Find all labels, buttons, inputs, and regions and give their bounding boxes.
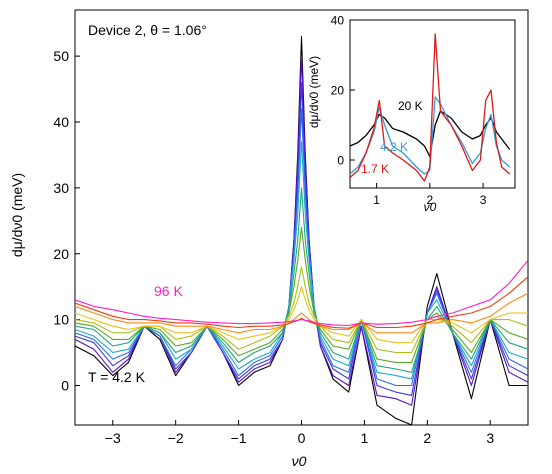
- inset-x-axis-label: ν0: [424, 200, 437, 214]
- inset-series-label-4k: 4.2 K: [380, 140, 408, 154]
- main-series-line-10: [74, 276, 529, 329]
- inset-series-line-1: [349, 96, 511, 175]
- main-x-tick-label-1: −2: [168, 430, 184, 446]
- inset-series-group: [349, 33, 511, 182]
- inset-plot-frame: [349, 19, 516, 189]
- main-x-axis: −3 −2 −1 0 1 2 3: [105, 420, 494, 446]
- inset-x-axis: 1 2 3: [373, 183, 487, 207]
- inset-y-axis: 0 20 40: [331, 13, 355, 167]
- device-annotation: Device 2, θ = 1.06°: [88, 22, 207, 38]
- low-temperature-label: T = 4.2 K: [88, 369, 146, 385]
- main-series-line-7: [74, 266, 529, 354]
- inset-series-label-1k: 1.7 K: [361, 162, 389, 176]
- inset-y-tick-label-2: 40: [331, 13, 345, 27]
- main-y-axis: 0 10 20 30 40 50: [53, 48, 80, 394]
- main-series-line-9: [74, 292, 529, 334]
- main-x-axis-label: ν0: [292, 453, 307, 469]
- main-y-tick-label-0: 0: [61, 378, 69, 394]
- inset-y-axis-label: dμ/dν0 (meV): [307, 56, 321, 128]
- main-y-tick-label-2: 20: [53, 246, 69, 262]
- main-x-tick-label-0: −3: [105, 430, 121, 446]
- inset-y-tick-label-1: 20: [331, 83, 345, 97]
- main-series-line-4: [74, 141, 529, 380]
- main-series-line-5: [74, 187, 529, 373]
- inset-series-line-2: [349, 33, 511, 182]
- main-x-tick-label-6: 3: [486, 430, 494, 446]
- main-x-tick-label-2: −1: [231, 430, 247, 446]
- main-series-line-11: [74, 259, 529, 327]
- main-series-line-6: [74, 226, 529, 363]
- main-series-line-8: [74, 286, 528, 344]
- main-x-tick-label-4: 1: [361, 430, 369, 446]
- main-y-tick-label-3: 30: [53, 180, 69, 196]
- main-series-line-3: [74, 108, 529, 387]
- main-x-tick-label-3: 0: [298, 430, 306, 446]
- main-x-tick-label-5: 2: [423, 430, 431, 446]
- main-y-tick-label-4: 40: [53, 114, 69, 130]
- inset-y-tick-label-0: 0: [337, 153, 344, 167]
- main-y-axis-label: dμ/dν0 (meV): [9, 173, 25, 257]
- high-temperature-label: 96 K: [154, 283, 183, 299]
- inset-x-tick-label-1: 2: [426, 193, 433, 207]
- main-y-tick-label-5: 50: [53, 48, 69, 64]
- inset-x-tick-label-2: 3: [480, 193, 487, 207]
- inset-x-tick-label-0: 1: [373, 193, 380, 207]
- inset-series-label-20k: 20 K: [398, 99, 423, 113]
- main-series-line-0: [74, 35, 528, 426]
- main-series-group: [74, 35, 529, 426]
- main-y-tick-label-1: 10: [53, 312, 69, 328]
